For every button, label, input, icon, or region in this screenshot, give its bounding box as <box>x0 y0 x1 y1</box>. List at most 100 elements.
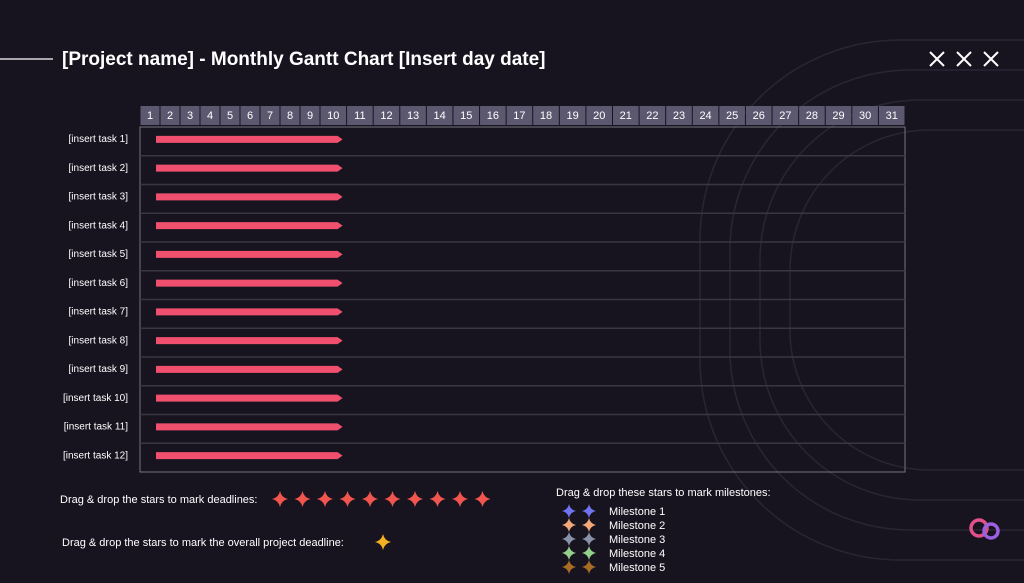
day-cell <box>825 106 852 125</box>
day-label: 19 <box>566 110 578 122</box>
task-bar <box>156 337 343 345</box>
deadline-star <box>452 491 468 507</box>
day-label: 16 <box>487 110 499 122</box>
day-label: 6 <box>247 110 253 122</box>
day-label: 27 <box>779 110 791 122</box>
task-label: [insert task 12] <box>63 450 128 461</box>
milestone-label: Milestone 5 <box>609 562 665 574</box>
milestone-label: Milestone 4 <box>609 548 665 560</box>
task-label: [insert task 11] <box>64 422 129 433</box>
day-cell <box>745 106 772 125</box>
day-label: 22 <box>646 110 658 122</box>
day-cell <box>692 106 719 125</box>
task-bar <box>156 193 343 201</box>
day-cell <box>852 106 878 125</box>
task-bar <box>156 135 343 143</box>
day-label: 31 <box>886 110 898 122</box>
day-label: 3 <box>187 110 193 122</box>
day-label: 11 <box>354 110 365 122</box>
day-label: 23 <box>673 110 685 122</box>
day-cell <box>260 106 280 125</box>
day-cell <box>400 106 426 125</box>
day-cell <box>799 106 825 125</box>
day-label: 28 <box>806 110 818 122</box>
task-bar <box>156 423 343 431</box>
day-cell <box>559 106 586 125</box>
task-bar <box>156 308 343 316</box>
day-cell <box>220 106 240 125</box>
day-label: 12 <box>380 110 392 122</box>
day-label: 2 <box>167 110 173 122</box>
task-bar <box>156 250 343 258</box>
task-label: [insert task 6] <box>69 278 129 289</box>
milestone-star <box>582 518 596 532</box>
day-label: 17 <box>513 110 525 122</box>
day-label: 21 <box>620 110 632 122</box>
milestone-star <box>562 546 576 560</box>
day-label: 25 <box>726 110 738 122</box>
milestone-label: Milestone 2 <box>609 520 665 532</box>
milestone-star <box>562 560 576 574</box>
day-label: 20 <box>593 110 605 122</box>
milestone-star <box>582 560 596 574</box>
day-cell <box>347 106 373 125</box>
day-cell <box>426 106 453 125</box>
task-label: [insert task 8] <box>69 335 129 346</box>
project-deadline-note: Drag & drop the stars to mark the overal… <box>62 537 344 549</box>
deadline-star <box>429 491 446 507</box>
day-cell <box>240 106 260 125</box>
task-label: [insert task 5] <box>69 249 129 260</box>
day-label: 24 <box>699 110 711 122</box>
day-label: 4 <box>207 110 213 122</box>
day-cell <box>373 106 400 125</box>
day-cell <box>586 106 612 125</box>
day-label: 29 <box>832 110 844 122</box>
day-label: 9 <box>307 110 313 122</box>
deadline-note: Drag & drop the stars to mark deadlines: <box>60 494 257 506</box>
close-icons <box>929 51 999 67</box>
milestone-star <box>582 504 596 518</box>
milestone-star <box>562 532 576 546</box>
milestone-star <box>562 518 576 532</box>
task-label: [insert task 2] <box>69 163 129 174</box>
day-cell <box>506 106 533 125</box>
day-cell <box>639 106 666 125</box>
task-label: [insert task 9] <box>69 364 129 375</box>
day-cell <box>300 106 320 125</box>
day-label: 30 <box>859 110 871 122</box>
deadline-star <box>294 491 311 507</box>
milestone-label: Milestone 1 <box>609 506 665 518</box>
task-bar <box>156 222 343 230</box>
milestone-note: Drag & drop these stars to mark mileston… <box>556 487 771 499</box>
deadline-star <box>407 491 423 507</box>
task-bar <box>156 279 343 287</box>
task-bar <box>156 394 343 402</box>
task-label: [insert task 1] <box>69 134 129 145</box>
day-label: 13 <box>407 110 419 122</box>
project-star <box>375 534 391 550</box>
deadline-star <box>362 491 378 507</box>
day-cell <box>160 106 180 125</box>
day-label: 1 <box>147 110 153 122</box>
milestone-star <box>582 546 596 560</box>
day-cell <box>320 106 347 125</box>
day-cell <box>180 106 200 125</box>
day-cell <box>480 106 506 125</box>
task-label: [insert task 7] <box>69 307 129 318</box>
day-cell <box>666 106 692 125</box>
deadline-star <box>272 491 288 507</box>
deadline-star <box>474 491 491 507</box>
day-cell <box>878 106 905 125</box>
task-label: [insert task 3] <box>69 192 129 203</box>
day-label: 10 <box>327 110 339 122</box>
task-label: [insert task 4] <box>69 220 129 231</box>
task-bar <box>156 365 343 373</box>
day-cell <box>280 106 300 125</box>
deadline-star <box>339 491 356 507</box>
day-cell <box>533 106 559 125</box>
day-cell <box>719 106 745 125</box>
day-cell <box>140 106 160 125</box>
logo <box>969 518 1000 540</box>
